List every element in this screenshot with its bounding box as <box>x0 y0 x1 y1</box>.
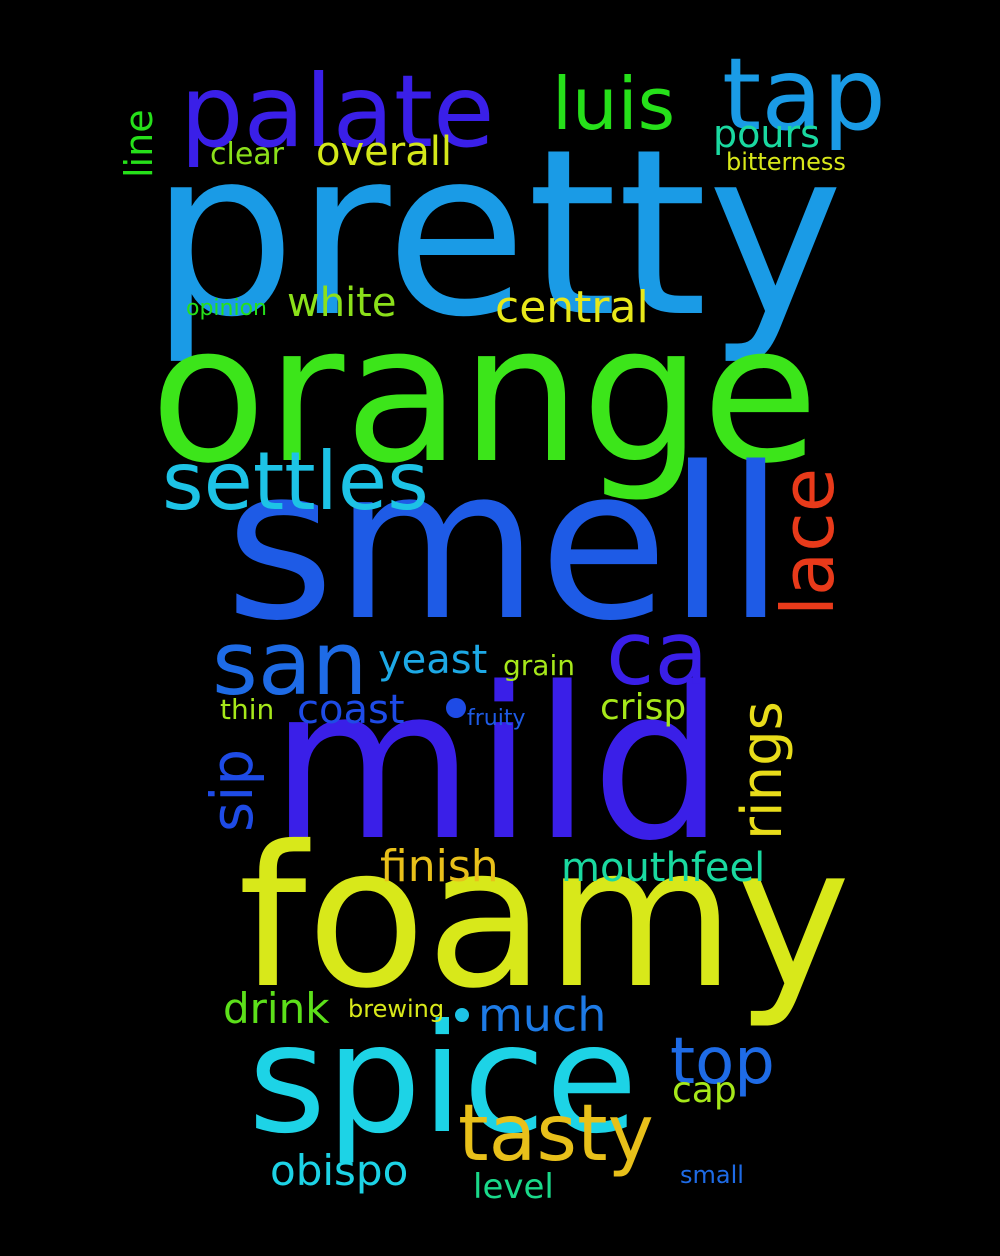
word-fruity: fruity <box>467 706 526 731</box>
word-luis: luis <box>552 62 676 146</box>
word-ca: ca <box>606 602 709 705</box>
word-mild: mild <box>270 642 725 887</box>
dot-marker <box>455 1008 469 1022</box>
word-yeast: yeast <box>378 637 488 683</box>
word-tasty: tasty <box>458 1089 654 1179</box>
word-palate: palate <box>180 53 495 170</box>
word-finish: finish <box>380 841 499 892</box>
word-bitterness: bitterness <box>726 148 846 176</box>
word-spice: spice <box>248 993 638 1167</box>
word-clear: clear <box>210 137 285 172</box>
word-pours: pours <box>713 112 820 156</box>
word-crisp: crisp <box>600 687 687 728</box>
word-cap: cap <box>672 1070 737 1111</box>
word-white: white <box>287 280 397 326</box>
dot-marker <box>446 698 466 718</box>
word-level: level <box>473 1167 554 1207</box>
word-coast: coast <box>297 687 405 733</box>
word-line: line <box>117 109 161 178</box>
word-san: san <box>212 612 368 715</box>
word-grain: grain <box>503 649 575 682</box>
word-central: central <box>495 282 649 333</box>
word-pretty: pretty <box>150 101 844 368</box>
word-small: small <box>680 1161 744 1189</box>
word-much: much <box>478 988 607 1042</box>
word-orange: orange <box>150 284 819 505</box>
word-brewing: brewing <box>348 995 445 1023</box>
word-settles: settles <box>162 435 429 528</box>
word-obispo: obispo <box>270 1146 409 1195</box>
word-tap: tap <box>722 36 886 153</box>
word-mouthfeel: mouthfeel <box>561 845 766 891</box>
word-top: top <box>670 1025 775 1099</box>
word-drink: drink <box>223 984 330 1033</box>
word-sip: sip <box>198 748 266 832</box>
word-opinion: opinion <box>186 296 267 321</box>
word-overall: overall <box>316 129 452 175</box>
word-lace: lace <box>766 467 850 616</box>
word-thin: thin <box>220 693 275 726</box>
word-smell: smell <box>225 422 785 667</box>
word-foamy: foamy <box>238 804 851 1031</box>
word-rings: rings <box>730 701 795 840</box>
